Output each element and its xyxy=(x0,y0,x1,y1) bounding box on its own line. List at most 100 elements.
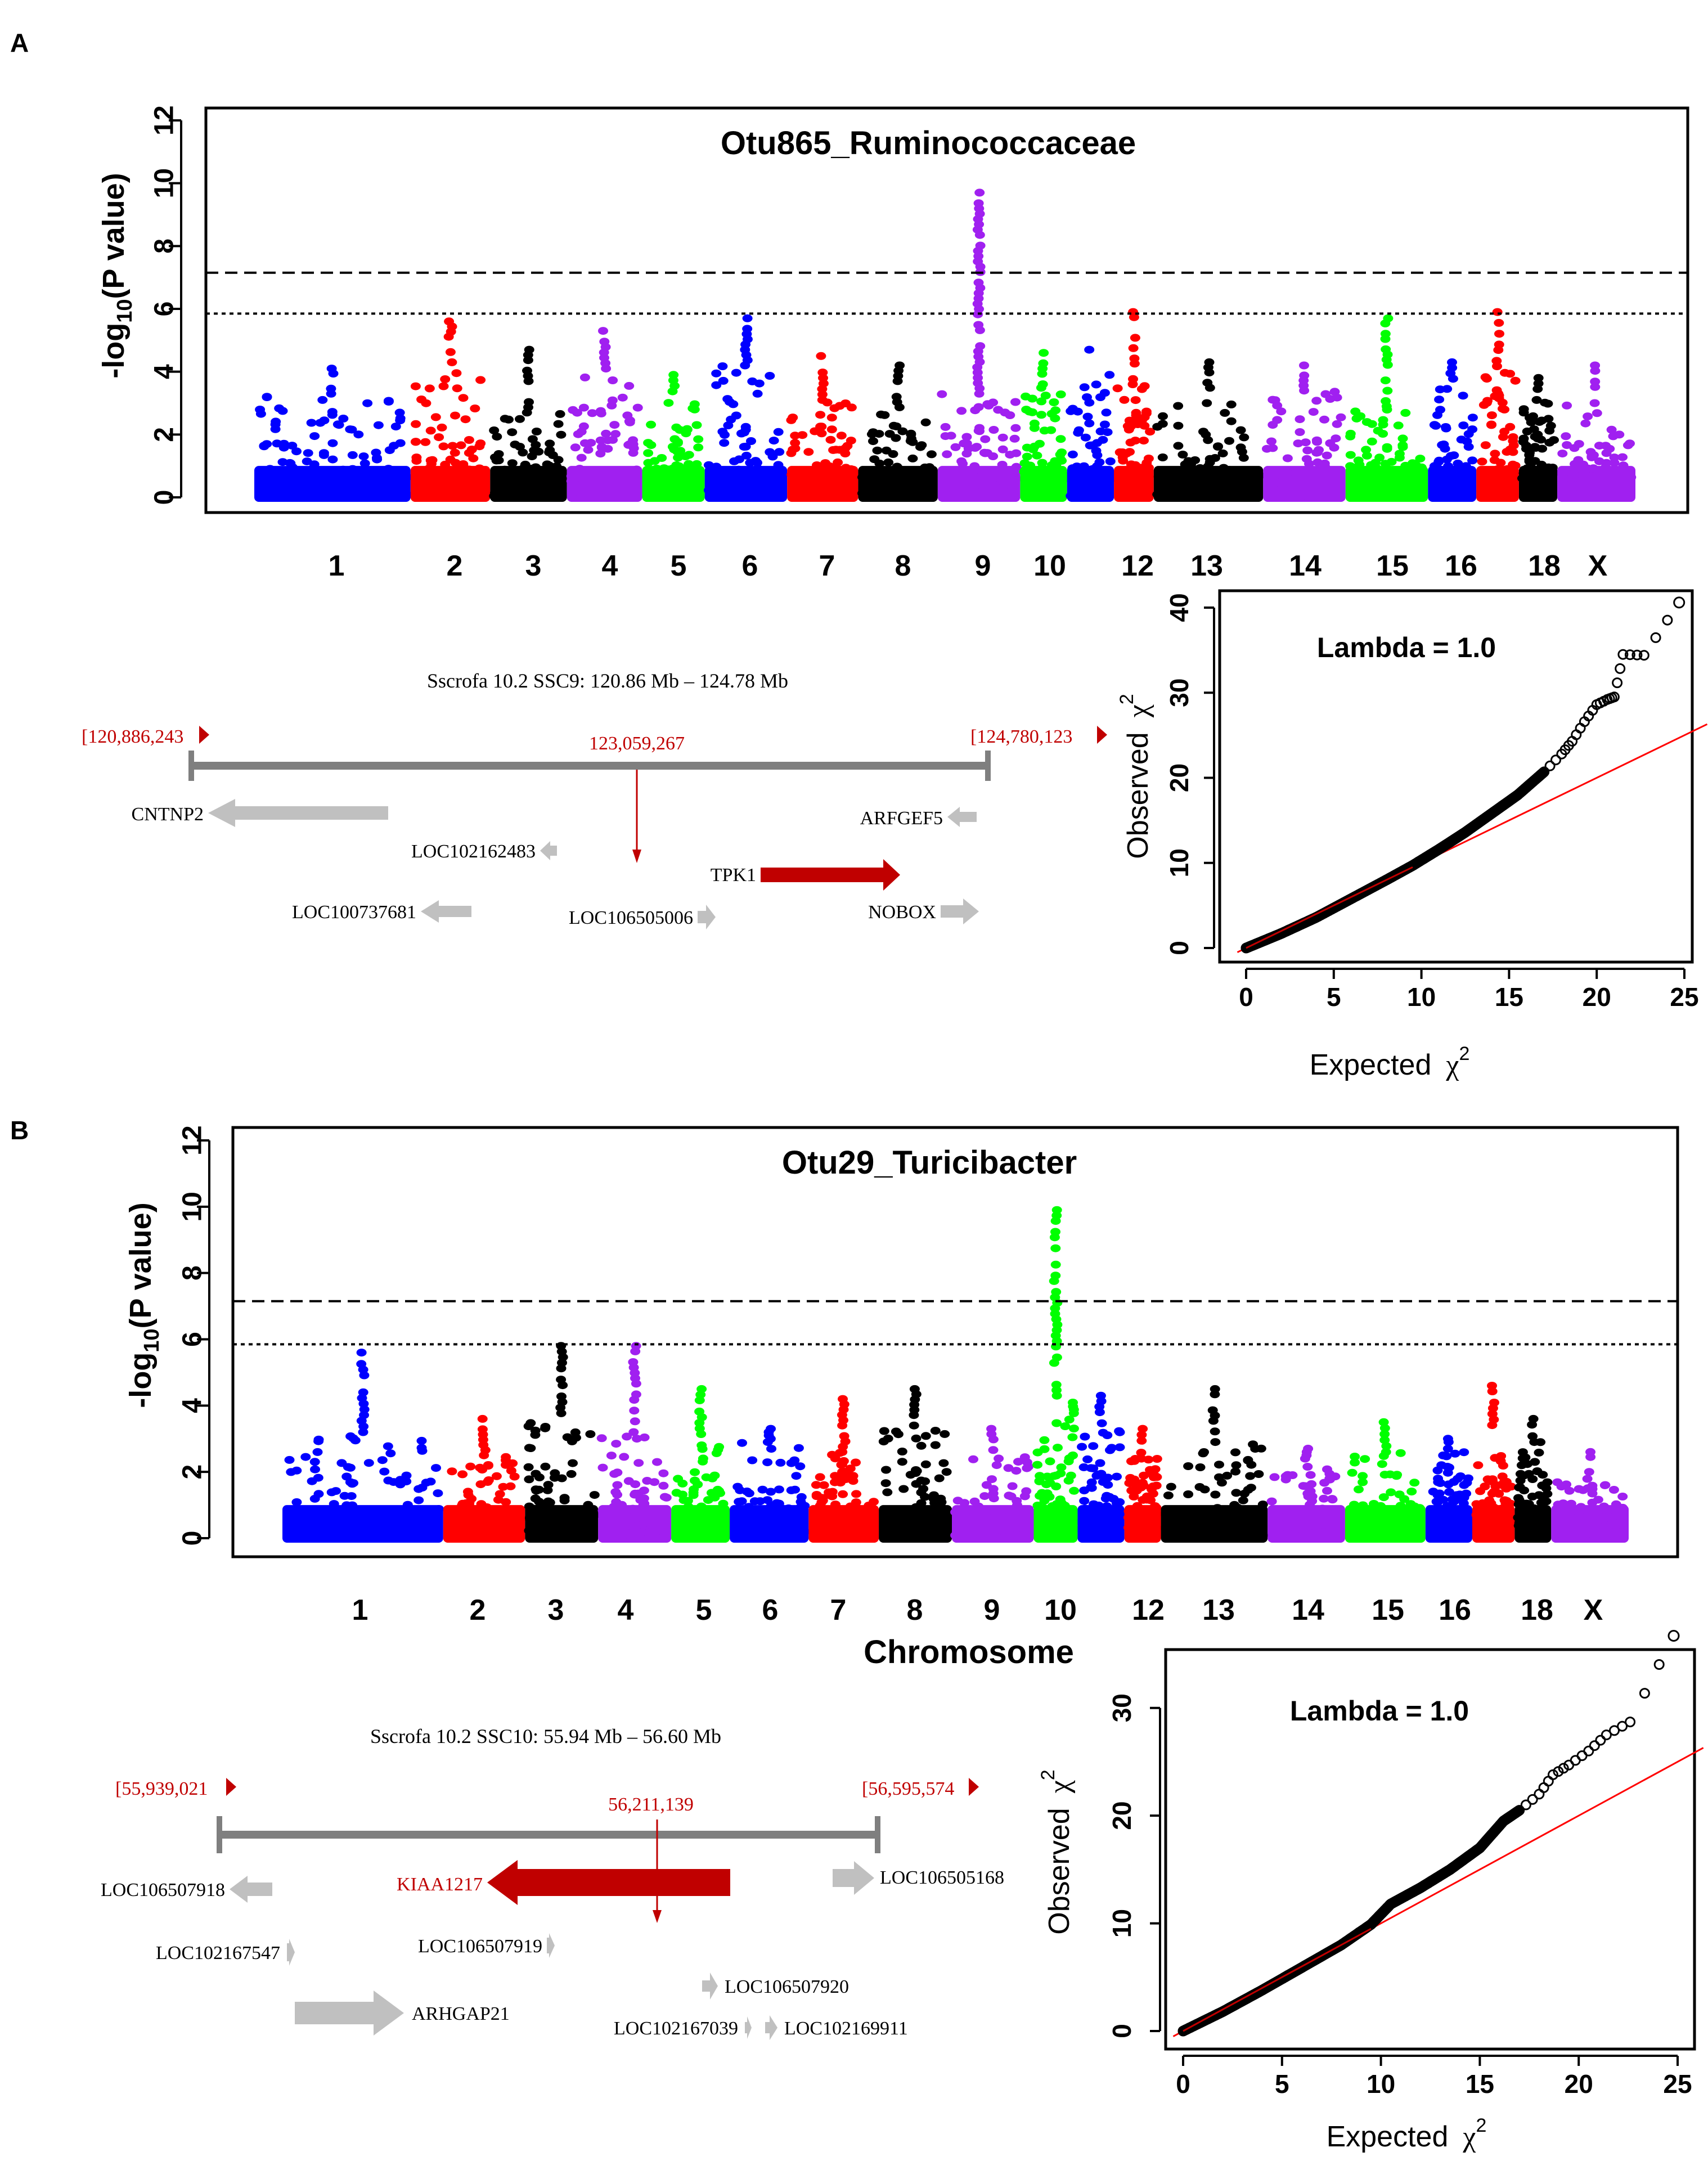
snp-point xyxy=(1366,461,1377,469)
snp-point xyxy=(477,1414,488,1423)
gene-arrow-right-icon xyxy=(833,1861,874,1895)
snp-point xyxy=(1220,408,1230,417)
snp-point xyxy=(1102,428,1113,437)
snp-point xyxy=(735,1513,745,1521)
snp-point xyxy=(1183,1490,1194,1498)
x-tick-label: 4 xyxy=(602,550,618,582)
snp-point xyxy=(869,455,880,464)
y-label-sub: 10 xyxy=(140,1328,164,1352)
snp-point xyxy=(838,1490,848,1498)
snp-point xyxy=(416,1436,427,1445)
qq-point xyxy=(1625,1717,1636,1728)
snp-point xyxy=(520,460,531,469)
snp-point xyxy=(1058,475,1069,484)
snp-point xyxy=(706,1489,717,1497)
svg-text:-log10(P value): -log10(P value) xyxy=(97,173,137,378)
snp-point xyxy=(465,1512,476,1521)
region-bar-start-cap xyxy=(217,1816,222,1853)
snp-point xyxy=(1514,1483,1525,1491)
snp-point xyxy=(920,1493,931,1501)
snp-point xyxy=(278,443,289,452)
snp-point xyxy=(1210,1490,1221,1499)
snp-point xyxy=(1449,1478,1459,1486)
qq-point xyxy=(1583,1745,1594,1756)
snp-point xyxy=(1138,1526,1148,1535)
x-tick-label: 25 xyxy=(1663,2069,1692,2099)
snp-point xyxy=(309,1494,320,1503)
snp-point xyxy=(525,1419,536,1427)
snp-point xyxy=(526,488,537,497)
snp-point xyxy=(1084,398,1095,407)
x-tick-label: 5 xyxy=(1275,2069,1289,2099)
snp-point xyxy=(1558,1499,1568,1508)
snp-point xyxy=(1168,1526,1179,1534)
snp-point xyxy=(1129,354,1140,363)
snp-point xyxy=(1447,363,1458,372)
snp-point xyxy=(542,1518,553,1526)
qq-point xyxy=(1534,1789,1545,1800)
snp-point xyxy=(327,455,338,464)
snp-point xyxy=(345,425,356,434)
snp-point xyxy=(362,475,372,483)
snp-point xyxy=(1299,361,1309,370)
snp-point xyxy=(550,1469,560,1477)
snp-point xyxy=(1494,330,1504,338)
qq-point xyxy=(1539,766,1550,778)
snp-point xyxy=(255,410,266,418)
snp-position-label: 123,059,267 xyxy=(589,733,685,754)
snp-point xyxy=(1429,421,1440,429)
snp-point xyxy=(880,1479,891,1488)
snp-point xyxy=(1233,1503,1243,1512)
snp-point xyxy=(1272,401,1283,410)
snp-point xyxy=(307,1525,317,1533)
snp-point xyxy=(1185,1508,1196,1516)
snp-point xyxy=(1171,1531,1181,1540)
snp-point xyxy=(906,490,916,498)
snp-point xyxy=(1013,1458,1023,1466)
snp-point xyxy=(1394,453,1405,462)
x-tick-label: 15 xyxy=(1466,2069,1494,2099)
snp-point xyxy=(930,1441,941,1449)
qq-point xyxy=(1615,663,1626,674)
snp-point xyxy=(942,450,952,459)
snp-point xyxy=(373,421,384,429)
gene-label: LOC102162483 xyxy=(411,841,536,862)
snp-point xyxy=(608,435,618,444)
snp-point xyxy=(1367,437,1377,446)
snp-point xyxy=(1502,448,1512,456)
snp-point xyxy=(1105,457,1116,465)
chromosome-10-points xyxy=(1019,349,1069,502)
gene-arfgef5: ARFGEF5 xyxy=(860,807,977,829)
snp-point xyxy=(610,474,621,483)
snp-point xyxy=(1011,465,1022,474)
snp-point xyxy=(1499,1496,1510,1504)
snp-point xyxy=(1513,1500,1524,1508)
snp-point xyxy=(559,1509,570,1517)
snp-point xyxy=(1606,425,1617,434)
snp-point xyxy=(1009,434,1020,443)
qq-overlay xyxy=(1246,866,1413,949)
snp-point xyxy=(452,384,462,393)
snp-point xyxy=(1518,1514,1529,1522)
x-tick-label: 12 xyxy=(1121,550,1154,582)
snp-point xyxy=(413,1496,424,1504)
snp-point xyxy=(880,473,891,481)
chromosome-8-points xyxy=(857,361,938,502)
snp-point xyxy=(444,317,455,326)
snp-point xyxy=(717,362,728,370)
snp-point xyxy=(1397,434,1408,443)
snp-point xyxy=(694,1425,705,1432)
snp-point xyxy=(846,403,857,412)
snp-point xyxy=(1508,493,1518,501)
svg-text:Observedχ2: Observedχ2 xyxy=(1116,694,1154,859)
snp-point xyxy=(1573,456,1584,464)
snp-point xyxy=(1060,1522,1071,1530)
snp-point xyxy=(1010,398,1021,406)
snp-point xyxy=(1413,1529,1424,1537)
snp-point xyxy=(1330,1472,1341,1481)
region-title: Sscrofa 10.2 SSC10: 55.94 Mb – 56.60 Mb xyxy=(370,1725,721,1747)
snp-point xyxy=(567,1437,577,1445)
snp-point xyxy=(775,1510,786,1518)
x-tick-label: 16 xyxy=(1445,550,1477,582)
chromosome-16-points xyxy=(1428,358,1478,502)
